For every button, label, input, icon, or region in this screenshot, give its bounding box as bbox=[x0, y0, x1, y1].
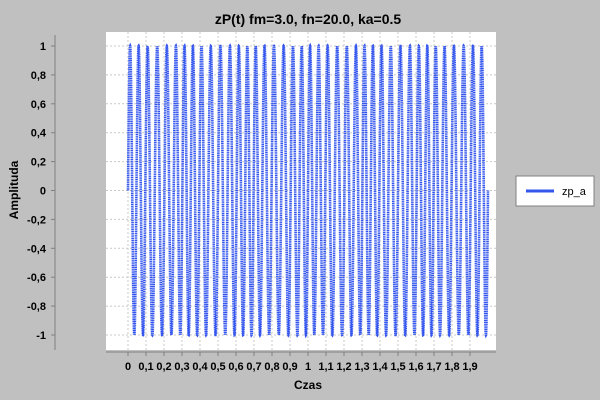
x-tick-label: 0,4 bbox=[192, 361, 208, 373]
x-tick-label: 1,4 bbox=[372, 361, 388, 373]
chart-title: zP(t) fm=3.0, fn=20.0, ka=0.5 bbox=[215, 11, 402, 27]
y-tick-label: -0,2 bbox=[27, 214, 46, 226]
x-tick-label: 1,3 bbox=[354, 361, 369, 373]
x-tick-label: 1,8 bbox=[444, 361, 459, 373]
y-axis-label: Amplituda bbox=[7, 160, 21, 219]
x-tick-label: 1,9 bbox=[462, 361, 477, 373]
x-tick-label: 0,5 bbox=[210, 361, 225, 373]
legend-label: zp_a bbox=[562, 186, 587, 198]
x-tick-label: 0,8 bbox=[264, 361, 279, 373]
legend: zp_a bbox=[515, 175, 595, 207]
x-tick-label: 0 bbox=[125, 361, 131, 373]
x-tick-label: 1,5 bbox=[390, 361, 405, 373]
x-tick-label: 1 bbox=[305, 361, 311, 373]
y-tick-label: -0,8 bbox=[27, 301, 46, 313]
y-tick-label: 0,8 bbox=[31, 70, 46, 82]
y-tick-label: 0,6 bbox=[31, 99, 46, 111]
x-tick-label: 1,1 bbox=[318, 361, 333, 373]
y-tick-label: 0,2 bbox=[31, 157, 46, 169]
x-tick-label: 1,6 bbox=[408, 361, 423, 373]
x-tick-label: 0,3 bbox=[174, 361, 189, 373]
x-tick-label: 0,1 bbox=[138, 361, 153, 373]
x-tick-label: 0,2 bbox=[156, 361, 171, 373]
x-tick-label: 1,7 bbox=[426, 361, 441, 373]
series-layer bbox=[126, 42, 490, 339]
y-tick-label: 1 bbox=[40, 41, 46, 53]
x-tick-label: 1,2 bbox=[336, 361, 351, 373]
x-tick-label: 0,6 bbox=[228, 361, 243, 373]
y-tick-label: -0,6 bbox=[27, 272, 46, 284]
y-tick-label: 0,4 bbox=[31, 128, 47, 140]
x-axis-ticks: 0 0,1 0,2 0,3 0,4 0,5 0,6 0,7 0,8 0,9 1 1,1 1,2 1,3 1,… bbox=[125, 352, 478, 373]
x-tick-label: 0,9 bbox=[282, 361, 297, 373]
y-axis-ticks: 1 0,8 0,6 0,4 0,2 0 -0,2 -0,4 -0,6 -0,8 -1 bbox=[27, 41, 55, 342]
series-line-zp_a bbox=[126, 42, 490, 339]
y-tick-label: -0,4 bbox=[27, 243, 47, 255]
x-tick-label: 0,7 bbox=[246, 361, 261, 373]
x-axis-label: Czas bbox=[294, 378, 322, 392]
y-tick-label: 0 bbox=[40, 186, 46, 198]
y-tick-label: -1 bbox=[36, 330, 46, 342]
